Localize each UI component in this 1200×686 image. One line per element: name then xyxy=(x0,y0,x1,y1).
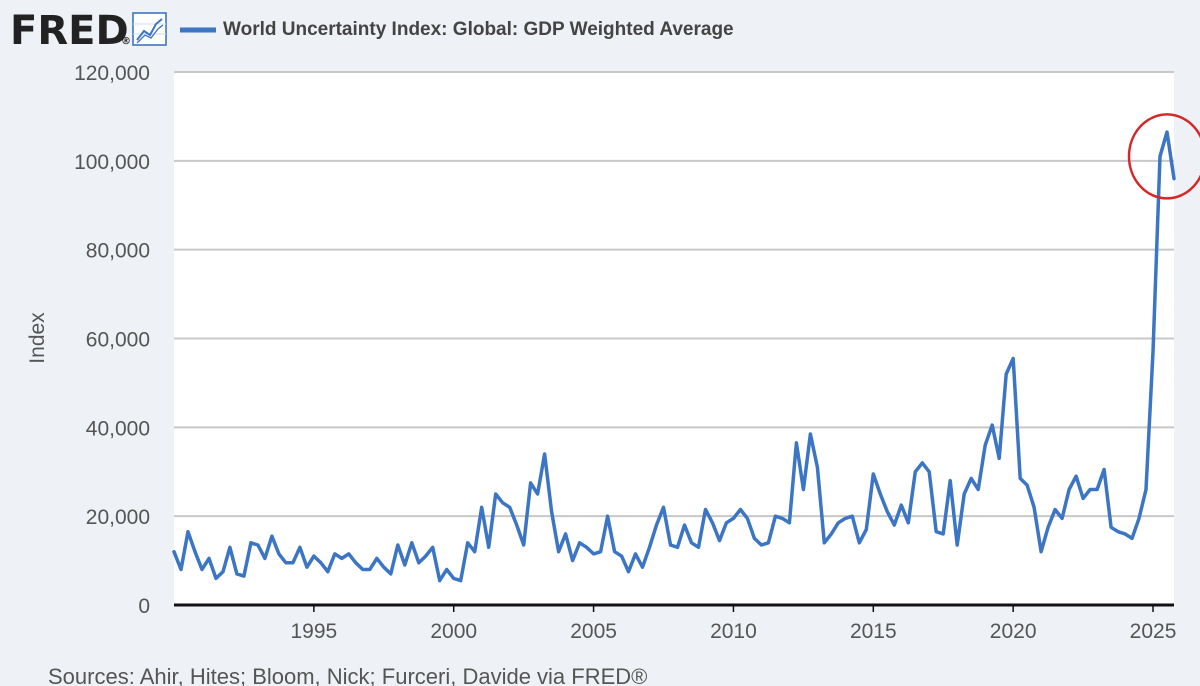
x-tick-label: 1995 xyxy=(291,620,338,643)
legend-label: World Uncertainty Index: Global: GDP Wei… xyxy=(223,19,734,40)
x-axis-ticks: 1995 2000 2005 2010 2015 2020 2025 xyxy=(291,605,1177,643)
x-tick-label: 2020 xyxy=(990,620,1037,643)
y-tick-label: 100,000 xyxy=(74,151,150,174)
y-tick-label: 40,000 xyxy=(86,417,150,440)
legend: World Uncertainty Index: Global: GDP Wei… xyxy=(180,19,734,40)
peak-highlight-circle xyxy=(1127,113,1200,200)
registered-mark: ® xyxy=(121,36,131,47)
y-tick-label: 60,000 xyxy=(86,329,150,352)
series-line-world-uncertainty xyxy=(172,130,1176,583)
x-tick-label: 2000 xyxy=(430,620,477,643)
fred-logo[interactable]: FRED ® xyxy=(10,8,167,54)
x-tick-label: 2025 xyxy=(1130,620,1177,643)
source-note: Sources: Ahir, Hites; Bloom, Nick; Furce… xyxy=(48,664,647,686)
y-tick-label: 80,000 xyxy=(86,240,150,263)
y-tick-label: 0 xyxy=(138,595,150,618)
line-chart-icon xyxy=(132,12,167,46)
gridlines xyxy=(174,71,1174,518)
fred-logo-text: FRED xyxy=(10,8,129,54)
y-axis-label: Index xyxy=(26,312,49,364)
y-tick-label: 120,000 xyxy=(74,62,150,85)
x-tick-label: 2005 xyxy=(570,620,617,643)
x-tick-label: 2015 xyxy=(850,620,897,643)
y-tick-label: 20,000 xyxy=(86,506,150,529)
x-tick-label: 2010 xyxy=(710,620,757,643)
y-axis-ticks: 0 20,000 40,000 60,000 80,000 100,000 120,000 xyxy=(74,62,150,618)
